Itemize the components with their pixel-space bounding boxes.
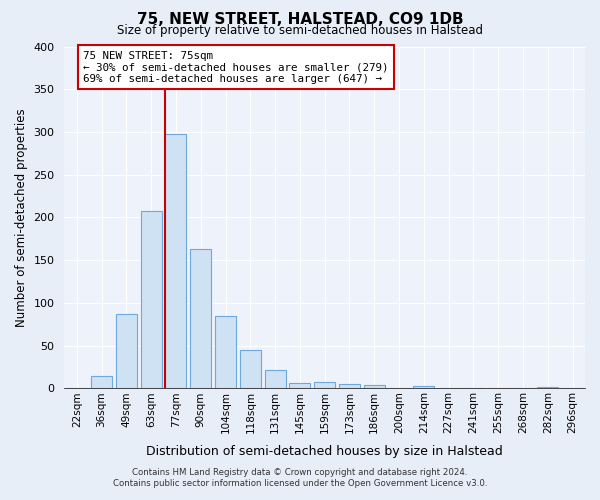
Text: Size of property relative to semi-detached houses in Halstead: Size of property relative to semi-detach… bbox=[117, 24, 483, 37]
Bar bbox=[240, 350, 261, 389]
Bar bbox=[215, 316, 236, 388]
Bar bbox=[91, 376, 112, 388]
Text: 75, NEW STREET, HALSTEAD, CO9 1DB: 75, NEW STREET, HALSTEAD, CO9 1DB bbox=[137, 12, 463, 28]
Bar bbox=[116, 314, 137, 388]
Bar bbox=[339, 384, 360, 388]
Bar bbox=[537, 387, 559, 388]
X-axis label: Distribution of semi-detached houses by size in Halstead: Distribution of semi-detached houses by … bbox=[146, 444, 503, 458]
Bar bbox=[190, 249, 211, 388]
Bar bbox=[314, 382, 335, 388]
Text: Contains HM Land Registry data © Crown copyright and database right 2024.
Contai: Contains HM Land Registry data © Crown c… bbox=[113, 468, 487, 487]
Y-axis label: Number of semi-detached properties: Number of semi-detached properties bbox=[15, 108, 28, 327]
Text: 75 NEW STREET: 75sqm
← 30% of semi-detached houses are smaller (279)
69% of semi: 75 NEW STREET: 75sqm ← 30% of semi-detac… bbox=[83, 51, 389, 84]
Bar bbox=[166, 134, 187, 388]
Bar bbox=[289, 382, 310, 388]
Bar bbox=[140, 210, 162, 388]
Bar bbox=[413, 386, 434, 388]
Bar bbox=[265, 370, 286, 388]
Bar bbox=[364, 385, 385, 388]
